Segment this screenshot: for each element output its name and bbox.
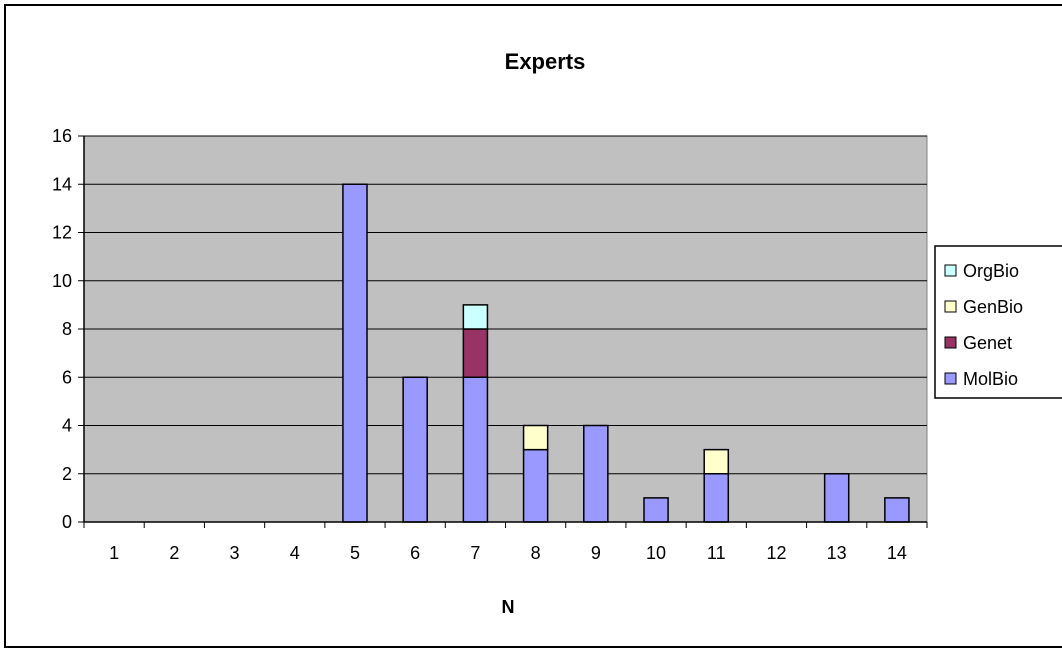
bar-genbio-11 [703, 448, 730, 475]
legend-swatch-molbio [944, 372, 957, 385]
y-tick-label: 12 [52, 223, 72, 243]
y-tick-label: 14 [52, 174, 72, 194]
x-tick-label: 8 [531, 543, 541, 563]
x-tick-label: 6 [410, 543, 420, 563]
legend-swatch-genet [944, 336, 957, 349]
x-tick-label: 4 [290, 543, 300, 563]
bar-orgbio-7 [462, 304, 489, 330]
x-tick-label: 12 [766, 543, 786, 563]
x-tick-label: 14 [887, 543, 907, 563]
y-tick-label: 0 [62, 512, 72, 532]
bar-molbio-7 [462, 376, 489, 523]
x-tick-label: 2 [169, 543, 179, 563]
y-tick-label: 4 [62, 416, 72, 436]
y-tick-label: 6 [62, 367, 72, 387]
bars [342, 183, 910, 523]
legend: OrgBio GenBio Genet MolBio [934, 245, 1062, 399]
legend-label-genbio: GenBio [963, 297, 1023, 317]
y-tick-label: 10 [52, 271, 72, 291]
y-tick-label: 2 [62, 464, 72, 484]
bar-molbio-10 [643, 497, 669, 523]
bar-genet-7 [462, 328, 489, 378]
chart-title: Experts [505, 49, 586, 74]
bar-molbio-14 [884, 497, 910, 523]
bar-genbio-8 [522, 424, 549, 451]
bar-molbio-11 [703, 473, 730, 523]
y-tick-label: 16 [52, 126, 72, 146]
bar-molbio-13 [823, 473, 850, 523]
x-tick-label: 11 [707, 543, 726, 563]
bar-molbio-8 [522, 448, 549, 523]
x-axis-title: N [502, 597, 515, 617]
bar-molbio-5 [342, 183, 368, 523]
plot-area [83, 135, 928, 523]
legend-label-genet: Genet [963, 333, 1012, 353]
legend-label-molbio: MolBio [963, 369, 1018, 389]
legend-swatch-orgbio [944, 264, 957, 277]
x-tick-label: 13 [827, 543, 847, 563]
bar-molbio-6 [402, 376, 428, 523]
legend-label-orgbio: OrgBio [963, 261, 1019, 281]
bar-molbio-9 [583, 424, 609, 523]
chart-frame: 0 2 4 6 8 10 12 14 16 1 2 3 4 5 6 7 8 9 10 11 12 13 14 Experts… [4, 4, 1062, 648]
x-tick-label: 1 [109, 543, 119, 563]
y-tick-label: 8 [62, 319, 72, 339]
x-tick-label: 7 [470, 543, 480, 563]
x-tick-label: 5 [350, 543, 360, 563]
x-tick-label: 9 [591, 543, 601, 563]
x-tick-label: 3 [230, 543, 240, 563]
x-tick-label: 10 [646, 543, 666, 563]
legend-swatch-genbio [944, 300, 957, 313]
